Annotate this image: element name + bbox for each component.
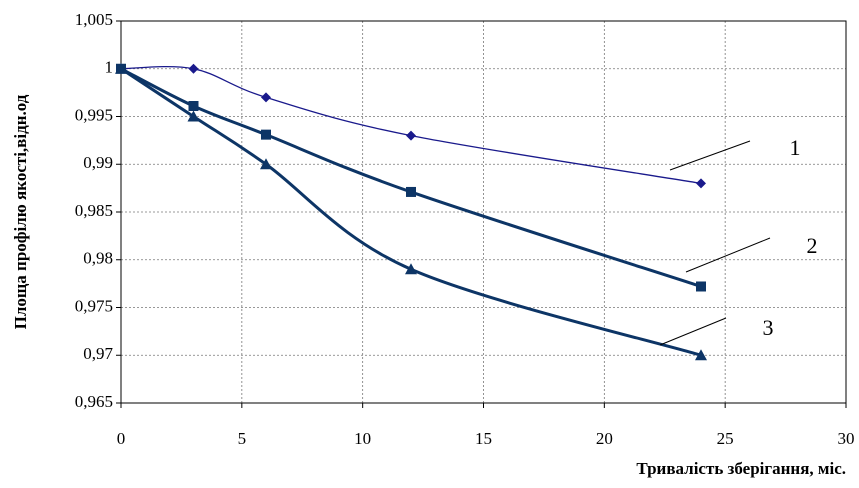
series-label: 3 xyxy=(763,315,774,340)
plot-border xyxy=(120,20,847,404)
x-axis-label: Тривалість зберігання, міс. xyxy=(636,459,846,478)
marker xyxy=(188,100,199,111)
y-tick-label: 0,995 xyxy=(75,105,113,124)
marker xyxy=(405,263,417,275)
leader-line xyxy=(685,237,771,273)
x-tick-label: 15 xyxy=(475,429,492,448)
marker xyxy=(260,158,272,170)
x-tick-label: 5 xyxy=(238,429,247,448)
y-tick-label: 0,99 xyxy=(83,153,113,172)
leader-line xyxy=(669,140,751,171)
x-tick-label: 10 xyxy=(354,429,371,448)
marker xyxy=(261,129,271,140)
y-tick-label: 0,975 xyxy=(75,296,113,315)
x-tick-label: 20 xyxy=(596,429,613,448)
x-tick-label: 25 xyxy=(717,429,734,448)
y-tick-label: 0,98 xyxy=(83,249,113,268)
marker xyxy=(695,349,707,361)
marker xyxy=(188,63,199,74)
marker xyxy=(406,130,416,141)
y-tick-label: 0,97 xyxy=(83,344,113,363)
marker xyxy=(115,62,127,74)
x-tick-label: 0 xyxy=(117,429,126,448)
y-tick-label: 0,985 xyxy=(75,201,113,220)
x-tick-label: 30 xyxy=(838,429,855,448)
y-tick-label: 0,965 xyxy=(75,392,113,411)
marker xyxy=(261,92,271,103)
y-tick-label: 1 xyxy=(105,58,114,77)
leader-line xyxy=(659,317,727,346)
marker xyxy=(696,178,706,189)
marker xyxy=(187,110,200,122)
y-tick-label: 1,005 xyxy=(75,10,113,29)
marker xyxy=(696,281,706,292)
y-axis-label: Площа профілю якості,відн.од xyxy=(11,94,30,329)
series-line xyxy=(120,67,702,288)
series-label: 2 xyxy=(807,233,818,258)
series-line xyxy=(120,67,702,357)
series-label: 1 xyxy=(790,135,801,160)
marker xyxy=(406,186,416,197)
